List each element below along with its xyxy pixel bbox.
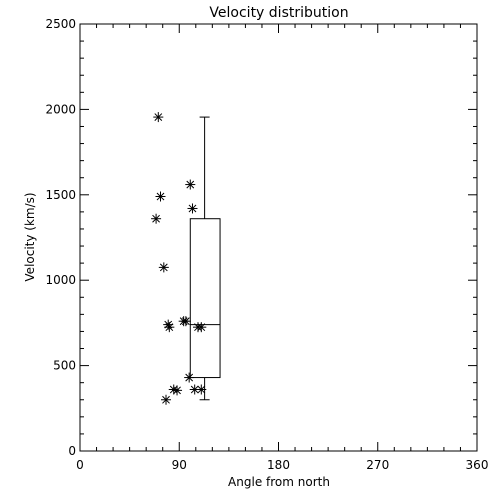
x-tick-label: 0	[76, 458, 84, 472]
y-tick-label: 1000	[45, 273, 76, 287]
data-point	[161, 394, 172, 405]
y-tick-label: 2000	[45, 102, 76, 116]
data-point	[164, 322, 175, 333]
data-point	[184, 372, 195, 383]
tick-labels: 0 90 180 270 360 0 500 1000 1500 2000 2500	[45, 17, 488, 472]
x-axis-label: Angle from north	[228, 475, 330, 489]
plot-frame	[79, 23, 478, 452]
x-tick-label: 90	[172, 458, 187, 472]
data-point	[180, 316, 191, 327]
data-point	[187, 203, 198, 214]
y-tick-label: 500	[53, 359, 76, 373]
data-point	[155, 191, 166, 202]
data-points	[151, 112, 207, 405]
y-tick-label: 2500	[45, 17, 76, 31]
box-iqr	[189, 218, 221, 379]
y-tick-label: 0	[68, 444, 76, 458]
data-point	[185, 179, 196, 190]
axes	[79, 23, 478, 452]
data-point	[196, 384, 207, 395]
y-axis-label: Velocity (km/s)	[23, 192, 37, 281]
x-tick-label: 180	[267, 458, 290, 472]
data-point	[172, 385, 183, 396]
data-point	[196, 322, 207, 333]
data-point	[158, 262, 169, 273]
data-point	[151, 213, 162, 224]
chart-title: Velocity distribution	[209, 5, 348, 21]
y-tick-label: 1500	[45, 188, 76, 202]
tick-marks	[79, 23, 478, 452]
data-point	[153, 112, 164, 123]
boxplot	[189, 116, 221, 401]
x-tick-label: 270	[366, 458, 389, 472]
x-tick-label: 360	[466, 458, 489, 472]
